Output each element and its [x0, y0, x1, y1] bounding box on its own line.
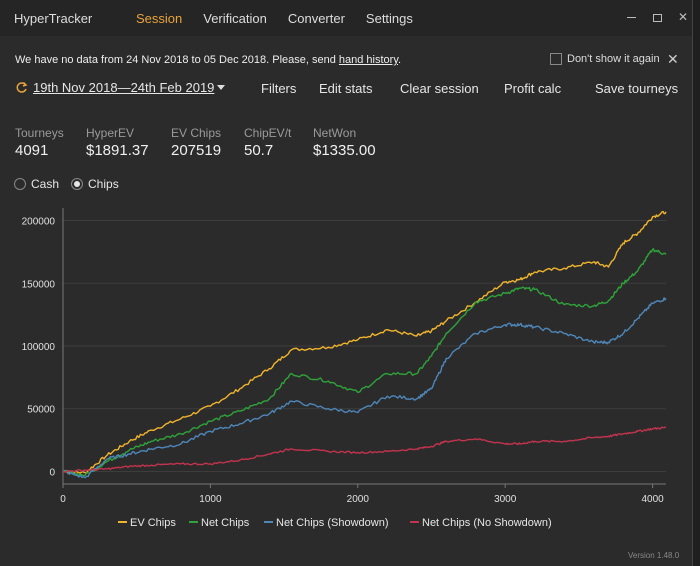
tab-converter[interactable]: Converter: [287, 11, 345, 26]
stat-label: NetWon: [313, 126, 357, 140]
notice-close-icon[interactable]: ✕: [667, 51, 679, 67]
stat-value: 207519: [171, 142, 222, 159]
x-tick-label: 2000: [347, 494, 370, 505]
dont-show-checkbox[interactable]: [550, 53, 562, 65]
stat-hyperev: HyperEV $1891.37: [86, 126, 149, 159]
close-icon[interactable]: ✕: [677, 10, 689, 24]
stat-value: 50.7: [244, 142, 274, 159]
save-tourneys-button[interactable]: Save tourneys: [595, 81, 679, 96]
refresh-icon[interactable]: [15, 81, 28, 94]
hand-history-link[interactable]: hand history: [338, 54, 399, 66]
missing-data-notice: We have no data from 24 Nov 2018 to 05 D…: [15, 54, 401, 66]
mode-chips-option[interactable]: Chips: [71, 177, 119, 191]
title-bar: HyperTracker Session Verification Conver…: [0, 0, 692, 36]
tab-verification[interactable]: Verification: [203, 11, 267, 26]
chips-chart: 0 50000 100000 150000 200000 0 1000 2000 3000 400…: [22, 208, 667, 529]
tab-settings[interactable]: Settings: [365, 11, 413, 26]
series-line-net-chips-no-showdown: [62, 426, 667, 473]
app-title: HyperTracker: [14, 11, 93, 26]
y-tick-label: 0: [49, 467, 55, 478]
tab-session[interactable]: Session: [136, 11, 183, 26]
filters-button[interactable]: Filters: [261, 81, 297, 96]
mode-chips-label: Chips: [88, 177, 119, 191]
x-tick-label: 4000: [641, 494, 664, 505]
x-tick-label: 3000: [494, 494, 517, 505]
stat-value: 4091: [15, 142, 49, 159]
series-line-net-chips-showdown: [62, 297, 667, 479]
notice-text-end: .: [398, 54, 402, 66]
chevron-down-icon[interactable]: [217, 85, 225, 90]
y-tick-label: 200000: [22, 217, 56, 228]
x-tick-label: 0: [60, 494, 66, 505]
mode-cash-label: Cash: [31, 177, 60, 191]
radio-cash[interactable]: [14, 178, 26, 190]
legend-label: EV Chips: [130, 517, 176, 529]
maximize-icon[interactable]: [650, 10, 664, 24]
stat-label: HyperEV: [86, 126, 135, 140]
minimize-icon[interactable]: [624, 10, 638, 24]
stat-netwon: NetWon $1335.00: [313, 126, 376, 159]
toolbar: 19th Nov 2018—24th Feb 2019 Filters Edit…: [0, 80, 692, 100]
stat-value: $1335.00: [313, 142, 376, 159]
stat-label: ChipEV/t: [244, 126, 292, 140]
main-tabs: Session Verification Converter Settings: [136, 11, 434, 26]
legend-label: Net Chips: [201, 517, 250, 529]
mode-selector: Cash Chips: [14, 177, 131, 191]
radio-chips[interactable]: [71, 178, 84, 190]
clear-session-button[interactable]: Clear session: [400, 81, 479, 96]
edit-stats-button[interactable]: Edit stats: [319, 81, 373, 96]
series-line-net-chips: [62, 248, 667, 477]
dont-show-label: Don't show it again: [567, 53, 660, 65]
series-line-ev-chips: [62, 210, 667, 475]
legend-label: Net Chips (No Showdown): [422, 517, 552, 529]
mode-cash-option[interactable]: Cash: [14, 177, 59, 191]
stat-value: $1891.37: [86, 142, 149, 159]
date-range-selector[interactable]: 19th Nov 2018—24th Feb 2019: [33, 80, 215, 95]
y-tick-label: 150000: [22, 279, 56, 290]
y-tick-label: 50000: [27, 405, 55, 416]
dont-show-again[interactable]: Don't show it again: [550, 53, 660, 65]
notice-text: We have no data from 24 Nov 2018 to 05 D…: [15, 54, 339, 66]
profit-calc-button[interactable]: Profit calc: [504, 81, 562, 96]
stat-chipev-per-t: ChipEV/t 50.7: [244, 126, 291, 159]
stat-label: Tourneys: [15, 126, 64, 140]
y-tick-label: 100000: [22, 342, 56, 353]
version-label: Version 1.48.0: [628, 551, 680, 560]
x-tick-label: 1000: [199, 494, 222, 505]
stat-tourneys: Tourneys 4091: [15, 126, 64, 159]
stat-label: EV Chips: [171, 126, 222, 140]
stat-ev-chips: EV Chips 207519: [171, 126, 221, 159]
legend-label: Net Chips (Showdown): [276, 517, 389, 529]
